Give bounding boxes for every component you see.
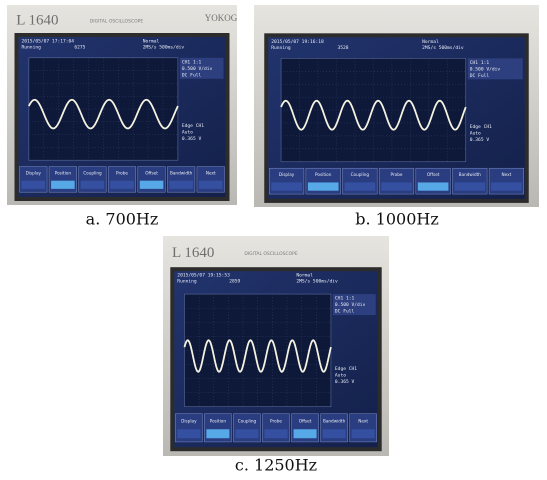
channel-box (179, 57, 224, 79)
caption: b. 1000Hz (355, 210, 439, 229)
trigger-info: 0.365 V (335, 379, 355, 385)
channel-info: DC Full (335, 309, 355, 315)
softkey-label: Display (26, 171, 42, 176)
status: Running (271, 45, 291, 51)
softkey-value (177, 429, 201, 439)
caption: c. 1250Hz (235, 456, 317, 475)
softkey-label: Probe (116, 171, 128, 176)
oscilloscope-photo: L 1640 DIGITAL OSCILLOSCOPE 2015/05/07 19:… (163, 236, 389, 456)
softkey-value (271, 182, 302, 191)
softkey-value (351, 429, 375, 439)
softkey-label: Display (279, 172, 295, 177)
softkey-value (491, 182, 522, 191)
softkey-value (454, 182, 486, 191)
softkey-label: Bandwidth (323, 418, 346, 423)
softkey-value (264, 429, 288, 439)
trigger-info: Edge CH1 (182, 123, 204, 129)
timestamp: 2015/05/07 17:17:04 (22, 39, 75, 45)
channel-info: 0.500 V/div (182, 66, 213, 72)
softkey-label: Coupling (351, 172, 370, 177)
softkey-value (307, 182, 339, 191)
trigger-info: 0.365 V (182, 136, 202, 142)
softkey-value (235, 429, 259, 439)
oscilloscope-photo: L 1640 DIGITAL OSCILLOSCOPE YOKOG 2015/05/0… (7, 5, 238, 205)
waveform (280, 99, 467, 131)
sample-rate: 2MS/s 500ms/div (296, 279, 338, 285)
trigger-mode: Normal (296, 273, 313, 279)
waveform (28, 98, 179, 130)
trigger-info: 0.365 V (470, 137, 490, 143)
softkey-label: Coupling (238, 418, 257, 423)
softkey-value (206, 429, 230, 439)
channel-info: CH1 1:1 (470, 60, 490, 66)
softkey-value (417, 182, 449, 191)
trigger-info: Edge CH1 (470, 124, 492, 130)
timestamp: 2015/05/07 19:16:18 (271, 39, 324, 45)
sample-rate: 2MS/s 500ms/div (143, 45, 185, 51)
softkey-value (139, 180, 164, 189)
softkey-label: Next (358, 418, 368, 423)
caption: a. 700Hz (86, 210, 159, 229)
status: Running (177, 279, 197, 285)
count: 6275 (74, 45, 85, 51)
softkey-value (110, 180, 134, 189)
brand: L 1640 (16, 12, 58, 28)
channel-box (332, 294, 376, 316)
channel-info: 0.500 V/div (335, 302, 366, 308)
softkey-value (322, 429, 346, 439)
waveform (183, 339, 332, 373)
softkey-label: Probe (270, 418, 282, 423)
softkey-label: Position (315, 172, 332, 177)
sample-rate: 2MS/s 500ms/div (422, 45, 464, 51)
channel-info: 0.500 V/div (470, 66, 501, 72)
softkey-value (198, 180, 223, 189)
softkey-label: Coupling (83, 171, 102, 176)
softkey-value (344, 182, 376, 191)
softkey-value (80, 180, 105, 189)
count: 3528 (338, 45, 349, 51)
trigger-mode: Normal (422, 39, 439, 45)
softkey-value (293, 429, 317, 439)
trigger-info: Auto (335, 372, 346, 378)
channel-info: CH1 1:1 (335, 296, 355, 302)
model: DIGITAL OSCILLOSCOPE (244, 251, 298, 257)
softkey-value (21, 180, 46, 189)
softkey-label: Position (55, 171, 72, 176)
softkey-label: Bandwidth (459, 172, 482, 177)
softkey-label: Position (210, 418, 227, 423)
status: Running (22, 45, 42, 51)
softkey-label: Display (181, 418, 197, 423)
softkey-label: Next (206, 171, 216, 176)
softkey-label: Next (502, 172, 512, 177)
trigger-mode: Normal (143, 39, 160, 45)
softkey-label: Bandwidth (170, 171, 193, 176)
softkey-label: Probe (391, 172, 403, 177)
trigger-info: Auto (182, 129, 193, 135)
softkey-value (51, 180, 75, 189)
softkey-value (381, 182, 412, 191)
softkey-label: Offset (145, 171, 158, 176)
channel-info: CH1 1:1 (182, 59, 202, 65)
maker: YOKOG (205, 13, 238, 23)
channel-box (467, 58, 523, 80)
model: DIGITAL OSCILLOSCOPE (90, 19, 144, 25)
count: 2859 (229, 279, 240, 285)
trigger-info: Edge CH1 (335, 366, 357, 372)
softkey-label: Offset (427, 172, 440, 177)
brand: L 1640 (172, 245, 214, 261)
trigger-info: Auto (470, 131, 481, 137)
channel-info: DC Full (182, 72, 202, 78)
softkey-value (169, 180, 193, 189)
timestamp: 2015/05/07 19:15:53 (177, 273, 230, 279)
softkey-label: Offset (299, 418, 312, 423)
channel-info: DC Full (470, 73, 490, 79)
